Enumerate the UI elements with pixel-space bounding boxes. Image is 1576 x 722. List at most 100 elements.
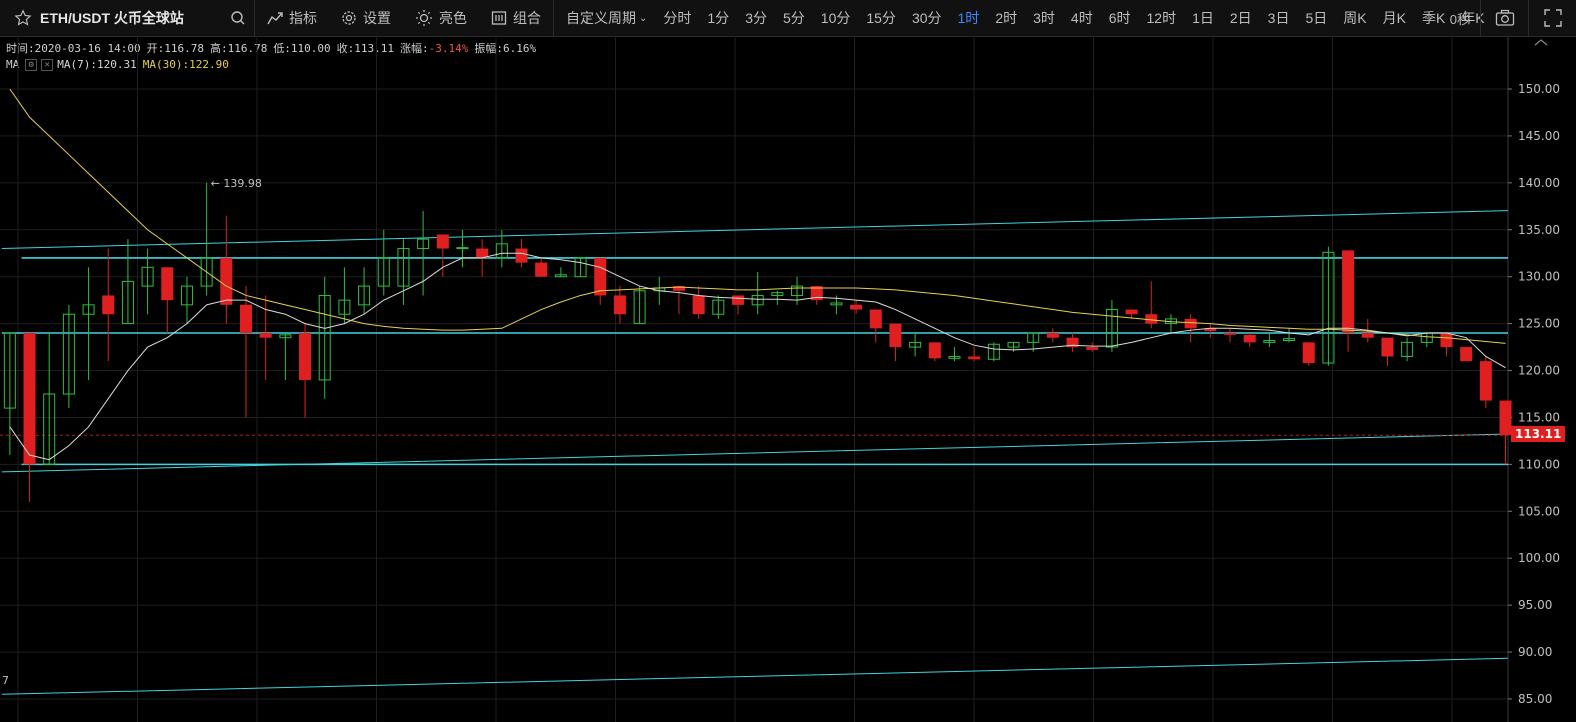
info-time: 时间:2020-03-16 14:00 bbox=[6, 42, 141, 55]
period-tab[interactable]: 4时 bbox=[1070, 10, 1093, 26]
period-tab[interactable]: 10分 bbox=[820, 10, 851, 26]
price-tick-label: 125.00 bbox=[1518, 317, 1560, 331]
info-amplitude: 振幅:6.16% bbox=[474, 42, 537, 55]
period-tab[interactable]: 1分 bbox=[707, 10, 730, 26]
candle-body-up bbox=[338, 299, 351, 315]
period-tab[interactable]: 6时 bbox=[1108, 10, 1131, 26]
candle-body-down bbox=[1066, 337, 1079, 348]
layout-icon bbox=[491, 11, 507, 25]
candle-body-down bbox=[1342, 250, 1355, 333]
period-tab[interactable]: 季K bbox=[1421, 10, 1446, 26]
ma7-line bbox=[9, 252, 1506, 461]
candle-body-down bbox=[1460, 347, 1473, 362]
custom-period-dropdown[interactable]: 自定义周期 ⌄ bbox=[554, 0, 655, 36]
ohlc-info: 时间:2020-03-16 14:00 开:116.78 高:116.78 低:110… bbox=[6, 40, 542, 56]
candle-body-down bbox=[259, 333, 272, 338]
current-price-tag: 113.11 bbox=[1511, 426, 1566, 443]
period-tab[interactable]: 周K bbox=[1343, 10, 1367, 26]
star-icon[interactable] bbox=[14, 9, 32, 27]
search-icon[interactable] bbox=[230, 10, 246, 26]
indicators-button[interactable]: 指标 bbox=[255, 0, 329, 36]
symbol-name: ETH/USDT 火币全球站 bbox=[40, 10, 184, 26]
period-tab[interactable]: 2日 bbox=[1229, 10, 1252, 26]
candle-body-down bbox=[436, 234, 449, 249]
combo-button[interactable]: 组合 bbox=[479, 0, 553, 36]
price-tick-label: 140.00 bbox=[1518, 176, 1560, 190]
candle-body-up bbox=[279, 334, 292, 339]
toolbar-divider bbox=[553, 0, 554, 36]
chevron-up-icon bbox=[1534, 39, 1548, 46]
period-tab[interactable]: 3分 bbox=[745, 10, 767, 26]
candle-body-up bbox=[121, 280, 134, 325]
candle-body-down bbox=[869, 309, 882, 329]
candle-body-up bbox=[397, 248, 410, 287]
candle-body-down bbox=[1243, 334, 1256, 343]
candle-body-up bbox=[987, 343, 1000, 360]
period-tab[interactable]: 分时 bbox=[663, 10, 692, 26]
period-tab[interactable]: 3日 bbox=[1267, 10, 1290, 26]
candle-body-up bbox=[417, 238, 430, 250]
candle-body-up bbox=[62, 313, 75, 395]
candle-body-down bbox=[889, 323, 902, 348]
screenshot-button[interactable] bbox=[1480, 0, 1528, 36]
fullscreen-icon bbox=[1543, 9, 1562, 27]
candle-body-down bbox=[1361, 333, 1374, 338]
period-tab[interactable]: 12时 bbox=[1146, 10, 1177, 26]
price-tick-label: 105.00 bbox=[1518, 504, 1560, 518]
theme-button[interactable]: 亮色 bbox=[403, 0, 479, 36]
period-tab[interactable]: 5分 bbox=[782, 10, 805, 26]
candle-body-up bbox=[1007, 341, 1020, 348]
ma-settings-icon[interactable]: ⚙ bbox=[25, 58, 38, 71]
max-price-label: ← 139.98 bbox=[211, 177, 262, 190]
period-tab[interactable]: 1时 bbox=[957, 10, 980, 26]
fullscreen-button[interactable] bbox=[1528, 0, 1576, 36]
candle-body-down bbox=[732, 295, 744, 305]
period-tab[interactable]: 2时 bbox=[995, 10, 1018, 26]
custom-period-label: 自定义周期 bbox=[566, 10, 636, 26]
period-tab[interactable]: 30分 bbox=[911, 10, 942, 26]
candle-body-down bbox=[299, 333, 312, 380]
info-change-label: 涨幅: bbox=[400, 42, 429, 55]
price-tick-label: 145.00 bbox=[1518, 129, 1560, 143]
ma-close-icon[interactable]: ✕ bbox=[41, 58, 54, 71]
trend-line bbox=[1, 210, 1509, 250]
price-tick-label: 100.00 bbox=[1518, 551, 1560, 565]
symbol-selector[interactable]: ETH/USDT 火币全球站 bbox=[0, 0, 255, 36]
candle-body-up bbox=[43, 393, 56, 465]
period-tab[interactable]: 15分 bbox=[866, 10, 896, 26]
candle-body-up bbox=[1401, 341, 1414, 357]
ma-info: MA ⚙ ✕ MA(7):120.31 MA(30):122.90 bbox=[6, 58, 235, 71]
indicators-label: 指标 bbox=[289, 10, 317, 26]
candle-body-down bbox=[102, 295, 115, 315]
price-tick-label: 110.00 bbox=[1518, 457, 1560, 471]
candle-body-down bbox=[1204, 328, 1217, 332]
candle-body-up bbox=[377, 257, 390, 287]
candle-body-up bbox=[751, 294, 764, 306]
candle-body-up bbox=[3, 332, 16, 409]
period-tab[interactable]: 5日 bbox=[1305, 10, 1328, 26]
trend-line bbox=[1, 657, 1509, 695]
candle-body-down bbox=[476, 248, 489, 258]
corner-label: 7 bbox=[2, 674, 9, 687]
candle-body-down bbox=[161, 267, 174, 301]
period-tab[interactable]: 年K bbox=[1461, 10, 1485, 26]
candle-body-down bbox=[850, 304, 863, 310]
candle-body-up bbox=[574, 257, 587, 278]
period-tab[interactable]: 1日 bbox=[1192, 10, 1214, 26]
chevron-down-icon: ⌄ bbox=[639, 12, 648, 24]
candle-body-up bbox=[495, 243, 508, 259]
candle-body-down bbox=[692, 295, 705, 315]
info-change-value: -3.14% bbox=[428, 42, 469, 55]
camera-icon bbox=[1495, 9, 1514, 26]
price-tick-label: 90.00 bbox=[1518, 645, 1552, 659]
candle-body-down bbox=[672, 286, 685, 291]
candle-body-up bbox=[1283, 338, 1296, 342]
period-tab[interactable]: 3时 bbox=[1033, 10, 1055, 26]
trend-line bbox=[1, 433, 1509, 473]
period-tab[interactable]: 月K bbox=[1382, 10, 1406, 26]
candlestick-chart[interactable]: 150.00 145.00 140.00 135.00 130.00 125.00 120.… bbox=[0, 37, 1576, 722]
candle-body-down bbox=[1224, 333, 1236, 335]
candle-body-down bbox=[928, 342, 941, 359]
candle-body-up bbox=[1027, 332, 1040, 343]
settings-button[interactable]: 设置 bbox=[329, 0, 403, 36]
